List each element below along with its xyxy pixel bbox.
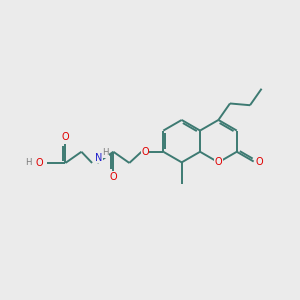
Text: H: H [102, 148, 109, 157]
Text: O: O [255, 157, 263, 166]
Text: O: O [110, 172, 117, 182]
Text: N: N [95, 153, 102, 163]
Text: O: O [61, 132, 69, 142]
Text: O: O [214, 158, 222, 167]
Text: H: H [26, 158, 32, 167]
Text: O: O [36, 158, 44, 168]
Text: O: O [141, 147, 149, 157]
